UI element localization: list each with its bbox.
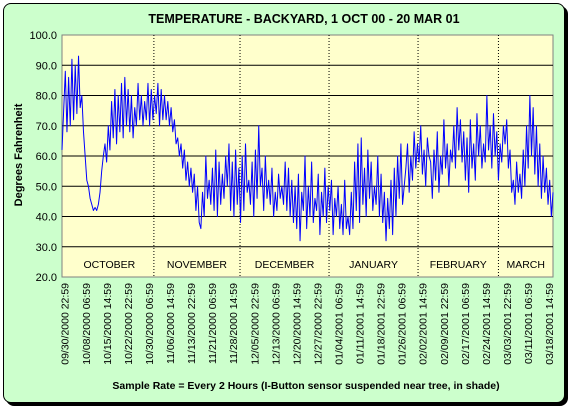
x-tick-label: 10/15/2000 14:59 <box>102 283 114 365</box>
x-axis-ticks: 09/30/2000 22:59 10/08/2000 06:59 10/15/20… <box>60 283 556 365</box>
month-labels: OCTOBER NOVEMBER DECEMBER JANUARY FEBRUARY MA… <box>84 35 545 277</box>
month-label: FEBRUARY <box>430 259 487 271</box>
x-tick-label: 02/17/2001 06:59 <box>460 283 472 365</box>
y-tick-label: 50.0 <box>36 181 57 193</box>
temperature-series-line <box>61 55 554 242</box>
x-tick-label: 01/04/2001 06:59 <box>333 283 345 365</box>
y-axis-label: Degrees Fahrenheit <box>13 103 25 206</box>
y-tick-label: 100.0 <box>29 30 57 42</box>
y-tick-label: 70.0 <box>36 121 57 133</box>
x-tick-label: 09/30/2000 22:59 <box>60 283 72 365</box>
x-tick-label: 12/13/2000 06:59 <box>270 283 282 365</box>
x-tick-label: 03/18/2001 14:59 <box>544 283 556 365</box>
x-tick-label: 12/20/2000 14:59 <box>291 283 303 365</box>
y-axis-ticks: 20.0 30.0 40.0 50.0 60.0 70.0 80.0 90.0 100.0 <box>29 30 57 284</box>
series-layer <box>61 55 554 242</box>
x-tick-label: 03/11/2001 06:59 <box>523 283 535 364</box>
month-label: OCTOBER <box>84 259 136 271</box>
y-tick-label: 30.0 <box>36 242 57 254</box>
x-tick-label: 01/18/2001 22:59 <box>376 283 388 365</box>
x-tick-label: 11/21/2000 06:59 <box>207 283 219 364</box>
y-tick-label: 40.0 <box>36 212 57 224</box>
month-label: NOVEMBER <box>167 259 228 271</box>
x-tick-label: 12/05/2000 22:59 <box>249 283 261 365</box>
month-label: DECEMBER <box>255 259 315 271</box>
x-tick-label: 11/06/2000 14:59 <box>165 283 177 364</box>
x-tick-label: 02/24/2001 14:59 <box>481 283 493 365</box>
x-tick-label: 01/26/2001 06:59 <box>397 283 409 365</box>
y-tick-label: 90.0 <box>36 60 57 72</box>
x-tick-label: 10/30/2000 06:59 <box>144 283 156 365</box>
x-tick-label: 10/22/2000 22:59 <box>123 283 135 365</box>
x-tick-label: 11/13/2000 22:59 <box>186 283 198 364</box>
y-tick-label: 80.0 <box>36 91 57 103</box>
x-tick-label: 10/08/2000 06:59 <box>81 283 93 365</box>
x-tick-label: 02/09/2001 22:59 <box>439 283 451 365</box>
x-tick-label: 03/03/2001 22:59 <box>502 283 514 365</box>
x-tick-label: 12/27/2000 22:59 <box>312 283 324 365</box>
x-tick-label: 02/02/2001 14:59 <box>418 283 430 365</box>
chart-title: TEMPERATURE - BACKYARD, 1 OCT 00 - 20 MA… <box>148 12 459 26</box>
month-label: JANUARY <box>349 259 398 271</box>
month-label: MARCH <box>506 259 545 271</box>
x-tick-label: 11/28/2000 14:59 <box>228 283 240 364</box>
x-tick-label: 01/11/2001 14:59 <box>355 283 367 364</box>
x-axis-label: Sample Rate = Every 2 Hours (I-Button se… <box>112 380 499 392</box>
y-tick-label: 20.0 <box>36 272 57 284</box>
y-tick-label: 60.0 <box>36 151 57 163</box>
